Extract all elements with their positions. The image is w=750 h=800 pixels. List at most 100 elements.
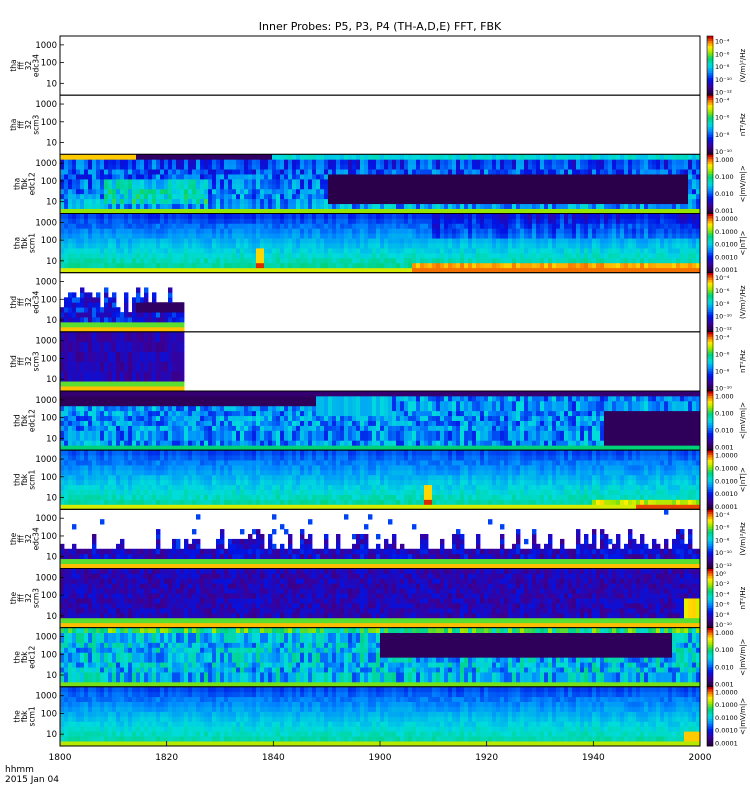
spectrogram-cell <box>364 257 369 264</box>
spectrogram-cell <box>688 213 693 219</box>
spectrogram-cell <box>696 178 701 185</box>
spectrogram-cell <box>220 213 225 219</box>
spectrogram-cell <box>140 391 145 397</box>
spectrogram-cell <box>124 238 129 244</box>
spectrogram-cell <box>96 331 101 338</box>
spectrogram-cell <box>268 252 273 259</box>
spectrogram-cell <box>508 223 513 229</box>
spectrogram-cell <box>428 188 433 195</box>
spectrogram-cell <box>488 164 493 170</box>
spectrogram-cell <box>224 238 229 244</box>
spectrogram-cell <box>180 386 185 392</box>
spectrogram-cell <box>640 198 645 205</box>
spectrogram-cell <box>460 248 465 254</box>
spectrogram-cell <box>440 164 445 170</box>
spectrogram-cell <box>128 400 133 407</box>
spectrogram-cell <box>676 262 681 269</box>
spectrogram-cell <box>644 174 649 180</box>
spectrogram-cell <box>124 228 129 234</box>
spectrogram-cell <box>612 248 617 254</box>
spectrogram-cell <box>280 243 285 249</box>
spectrogram-cell <box>612 223 617 229</box>
spectrogram-cell <box>156 317 161 323</box>
spectrogram-cell <box>256 228 261 234</box>
spectrogram-cell <box>308 169 313 175</box>
spectrogram-cell <box>124 267 129 274</box>
spectrogram-cell <box>88 376 93 382</box>
spectrogram-cell <box>340 208 345 214</box>
spectrogram-cell <box>664 188 669 195</box>
spectrogram-cell <box>344 174 349 180</box>
spectrogram-cell <box>136 386 141 392</box>
spectrogram-cell <box>396 213 401 219</box>
spectrogram-cell <box>136 440 141 446</box>
spectrogram-cell <box>472 188 477 195</box>
spectrogram-cell <box>164 317 169 323</box>
spectrogram-cell <box>248 174 253 180</box>
spectrogram-cell <box>692 188 697 195</box>
spectrogram-cell <box>196 257 201 264</box>
colorbar-segment <box>707 77 713 81</box>
spectrogram-cell <box>160 321 165 328</box>
spectrogram-cell <box>144 326 149 333</box>
spectrogram-cell <box>476 159 481 165</box>
spectrogram-cell <box>172 203 177 209</box>
spectrogram-cell <box>336 223 341 229</box>
spectrogram-cell <box>80 371 85 377</box>
spectrogram-cell <box>152 183 157 190</box>
spectrogram-cell <box>600 203 605 209</box>
spectrogram-cell <box>488 169 493 175</box>
spectrogram-cell <box>312 257 317 264</box>
spectrogram-cell <box>224 174 229 180</box>
spectrogram-cell <box>276 159 281 165</box>
spectrogram-cell <box>404 233 409 239</box>
spectrogram-cell <box>84 154 89 160</box>
spectrogram-cell <box>372 213 377 219</box>
spectrogram-cell <box>332 218 337 224</box>
spectrogram-cell <box>68 435 73 441</box>
spectrogram-cell <box>520 252 525 259</box>
spectrogram-cell <box>404 228 409 234</box>
spectrogram-cell <box>168 336 173 343</box>
spectrogram-cell <box>116 183 121 190</box>
spectrogram-cell <box>164 198 169 205</box>
spectrogram-cell <box>348 169 353 175</box>
spectrogram-cell <box>200 243 205 249</box>
spectrogram-cell <box>572 252 577 259</box>
spectrogram-cell <box>516 213 521 219</box>
colorbar-segment <box>707 373 713 377</box>
spectrogram-cell <box>620 208 625 214</box>
spectrogram-cell <box>212 164 217 170</box>
spectrogram-cell <box>108 356 113 362</box>
spectrogram-cell <box>236 248 241 254</box>
spectrogram-cell <box>60 252 65 259</box>
spectrogram-cell <box>536 154 541 160</box>
spectrogram-cell <box>580 178 585 185</box>
spectrogram-cell <box>104 317 109 323</box>
spectrogram-cell <box>124 218 129 224</box>
spectrogram-cell <box>616 174 621 180</box>
spectrogram-cell <box>80 188 85 195</box>
spectrogram-cell <box>640 238 645 244</box>
spectrogram-cell <box>488 243 493 249</box>
spectrogram-cell <box>360 213 365 219</box>
spectrogram-cell <box>356 183 361 190</box>
spectrogram-cell <box>660 223 665 229</box>
spectrogram-cell <box>92 312 97 318</box>
spectrogram-cell <box>68 262 73 269</box>
colorbar-tick-label: 1.0000 <box>715 215 738 223</box>
colorbar-tick-label: 10⁻⁴ <box>715 333 730 341</box>
spectrogram-cell <box>96 257 101 264</box>
spectrogram-cell <box>684 218 689 224</box>
spectrogram-cell <box>112 371 117 377</box>
spectrogram-cell <box>188 252 193 259</box>
spectrogram-cell <box>680 188 685 195</box>
spectrogram-cell <box>96 395 101 402</box>
spectrogram-cell <box>164 321 169 328</box>
spectrogram-cell <box>164 183 169 190</box>
spectrogram-cell <box>256 208 261 214</box>
spectrogram-cell <box>568 233 573 239</box>
spectrogram-cell <box>464 257 469 264</box>
spectrogram-cell <box>352 193 357 200</box>
spectrogram-cell <box>184 174 189 180</box>
